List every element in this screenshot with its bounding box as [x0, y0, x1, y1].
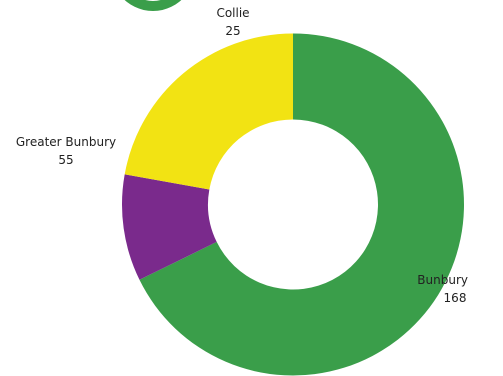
slice-collie: [121, 174, 217, 280]
label-greater-bunbury-value: 55: [58, 153, 73, 167]
label-collie-name: Collie: [216, 6, 249, 20]
cropped-neighbor-slice: [124, 0, 182, 11]
label-bunbury-name: Bunbury: [417, 273, 468, 287]
slice-greater-bunbury: [124, 33, 293, 190]
label-bunbury-value: 168: [444, 291, 467, 305]
donut-labels: Bunbury 168 Collie 25 Greater Bunbury 55: [16, 6, 468, 305]
label-greater-bunbury-name: Greater Bunbury: [16, 135, 116, 149]
label-collie-value: 25: [225, 24, 240, 38]
donut-slices: [121, 33, 465, 376]
slice-bunbury: [139, 33, 465, 376]
